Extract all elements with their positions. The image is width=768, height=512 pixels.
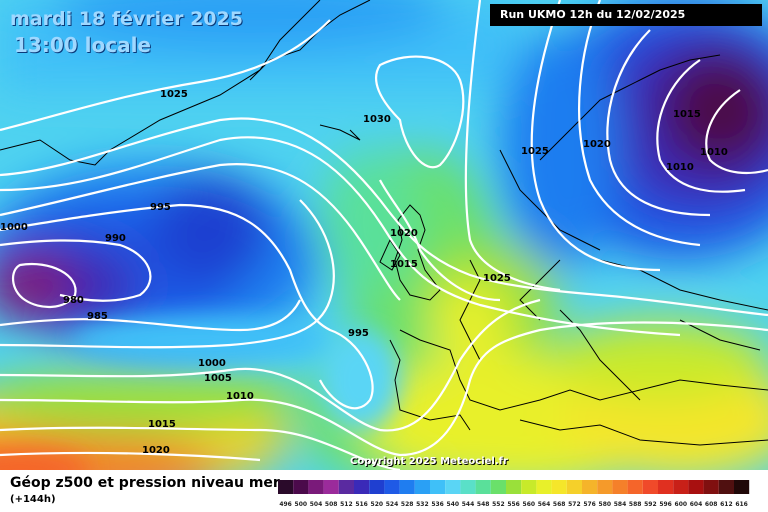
scale-swatch	[278, 480, 294, 494]
scale-label: 532	[416, 501, 429, 508]
scale-label: 584	[614, 501, 627, 508]
scale-swatch	[612, 480, 628, 494]
isobar-label: 1025	[521, 146, 549, 157]
map-title: Géop z500 et pression niveau mer	[10, 475, 280, 491]
isobar-label: 1020	[390, 228, 418, 239]
scale-label: 556	[507, 501, 520, 508]
scale-label: 612	[720, 501, 733, 508]
scale-label: 592	[644, 501, 657, 508]
scale-swatch	[414, 480, 430, 494]
isobar-label: 1010	[226, 391, 254, 402]
scale-swatch	[445, 480, 461, 494]
scale-swatch	[490, 480, 506, 494]
scale-swatch	[308, 480, 324, 494]
scale-label: 528	[401, 501, 414, 508]
scale-swatch	[734, 480, 750, 494]
scale-swatch	[627, 480, 643, 494]
scale-swatch	[369, 480, 385, 494]
weather-map: 1025 1030 995 990 1000 980 985 995 1020 …	[0, 0, 768, 470]
scale-label: 600	[675, 501, 688, 508]
scale-label: 608	[705, 501, 718, 508]
isobar-label: 995	[150, 202, 171, 213]
isobar-label: 1000	[0, 222, 28, 233]
isobar-label: 1025	[160, 89, 188, 100]
scale-label: 536	[431, 501, 444, 508]
scale-swatch	[460, 480, 476, 494]
scale-swatch	[521, 480, 537, 494]
scale-label: 516	[355, 501, 368, 508]
isobar-label: 995	[348, 328, 369, 339]
isobar-label: 1020	[583, 139, 611, 150]
scale-label: 568	[553, 501, 566, 508]
coastlines	[0, 0, 768, 446]
isobar-label: 1030	[363, 114, 391, 125]
scale-label: 548	[477, 501, 490, 508]
scale-swatch	[338, 480, 354, 494]
scale-swatch	[688, 480, 704, 494]
scale-swatch	[566, 480, 582, 494]
scale-swatch	[597, 480, 613, 494]
scale-label: 572	[568, 501, 581, 508]
forecast-time: 13:00 locale	[14, 33, 151, 57]
scale-label: 564	[538, 501, 551, 508]
legend-bar: Géop z500 et pression niveau mer (+144h)…	[0, 470, 768, 512]
scale-label: 524	[386, 501, 399, 508]
isobar-label: 1010	[700, 147, 728, 158]
isobar-label: 1015	[673, 109, 701, 120]
geopotential-field	[0, 0, 768, 470]
scale-label: 540	[447, 501, 460, 508]
scale-label: 500	[295, 501, 308, 508]
model-run-label: Run UKMO 12h du 12/02/2025	[490, 4, 762, 26]
scale-swatch	[430, 480, 446, 494]
scale-swatch	[293, 480, 309, 494]
scale-swatch	[536, 480, 552, 494]
scale-label: 588	[629, 501, 642, 508]
scale-swatch	[703, 480, 719, 494]
scale-swatch	[642, 480, 658, 494]
scale-label: 496	[279, 501, 292, 508]
isobar-label: 980	[63, 295, 84, 306]
color-scale: 496 500 504 508 512 516 520 524 528 532 536 540 544 5…	[278, 480, 750, 508]
scale-swatch	[399, 480, 415, 494]
scale-swatch	[673, 480, 689, 494]
scale-swatch	[718, 480, 734, 494]
scale-swatch	[475, 480, 491, 494]
isobar-labels: 1025 1030 995 990 1000 980 985 995 1020 …	[0, 89, 728, 456]
isobar-label: 1015	[148, 419, 176, 430]
scale-label: 504	[310, 501, 323, 508]
isobar-label: 1000	[198, 358, 226, 369]
scale-label: 616	[735, 501, 748, 508]
isobars	[0, 0, 768, 470]
scale-label: 596	[659, 501, 672, 508]
scale-label: 576	[583, 501, 596, 508]
scale-swatch	[384, 480, 400, 494]
scale-label: 512	[340, 501, 353, 508]
isobar-label: 1005	[204, 373, 232, 384]
scale-swatch	[506, 480, 522, 494]
isobar-label: 1015	[390, 259, 418, 270]
scale-label: 552	[492, 501, 505, 508]
forecast-offset: (+144h)	[10, 494, 56, 505]
isobar-label: 1020	[142, 445, 170, 456]
copyright-notice: Copyright 2025 Meteociel.fr	[350, 456, 508, 467]
scale-swatch	[323, 480, 339, 494]
scale-swatch	[658, 480, 674, 494]
isobar-label: 1010	[666, 162, 694, 173]
isobar-label: 985	[87, 311, 108, 322]
scale-label: 544	[462, 501, 475, 508]
scale-swatch	[354, 480, 370, 494]
scale-label: 508	[325, 501, 338, 508]
scale-label: 520	[371, 501, 384, 508]
scale-swatch	[551, 480, 567, 494]
scale-label: 560	[523, 501, 536, 508]
scale-label: 580	[599, 501, 612, 508]
scale-label: 604	[690, 501, 703, 508]
isobar-label: 990	[105, 233, 126, 244]
isobar-label: 1025	[483, 273, 511, 284]
forecast-date: mardi 18 février 2025	[10, 8, 243, 30]
scale-swatch	[582, 480, 598, 494]
